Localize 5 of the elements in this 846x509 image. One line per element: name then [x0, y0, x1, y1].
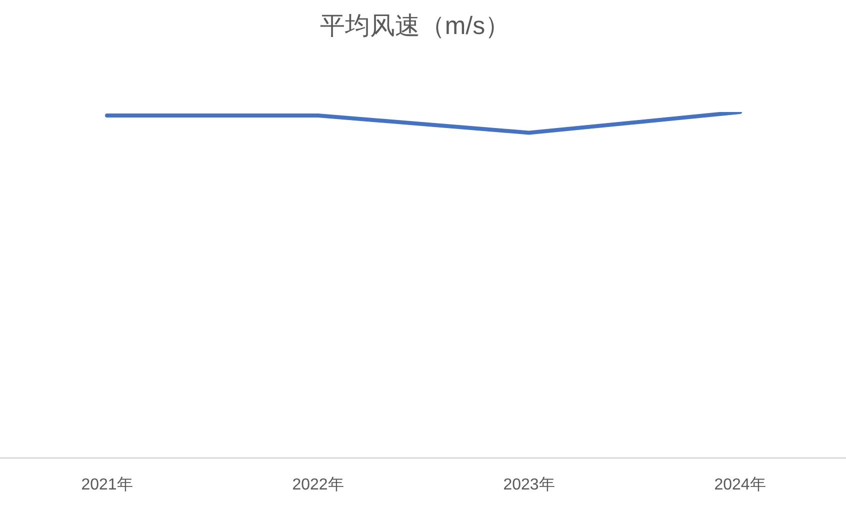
chart-title: 平均风速（m/s）	[318, 11, 512, 42]
x-tick-label: 2021年	[81, 476, 133, 494]
x-tick-label: 2024年	[714, 476, 766, 494]
x-tick-label: 2023年	[503, 476, 555, 494]
x-tick-label: 2022年	[292, 476, 344, 494]
